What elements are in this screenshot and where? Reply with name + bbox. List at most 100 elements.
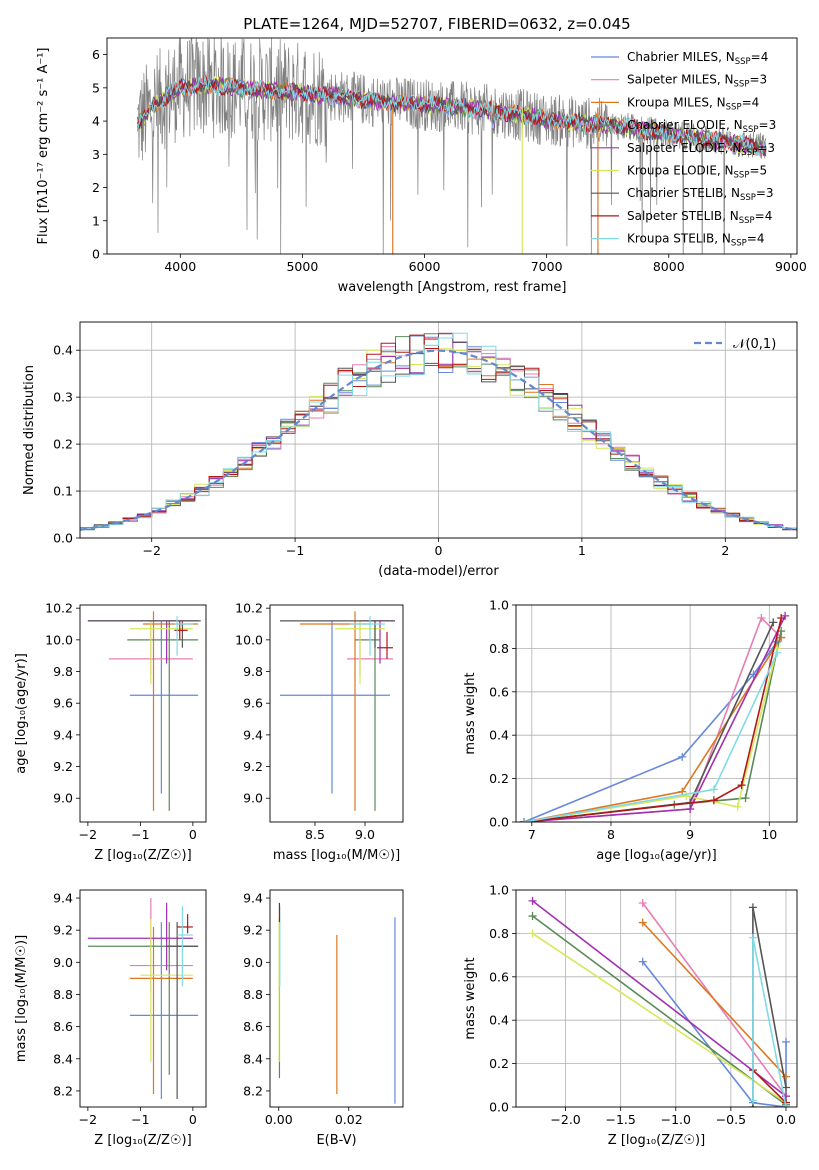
data-point-marker <box>638 918 647 927</box>
data-point-marker <box>773 648 782 657</box>
axes-residuals: −2 −1 0 1 2 0.0 0.1 0.2 0.3 0.4 (data-model)/error… <box>22 321 798 579</box>
data-point-marker <box>733 802 742 811</box>
y-tick-label: 6 <box>92 47 100 62</box>
y-tick-label: 8.8 <box>243 987 263 1002</box>
data-point-marker <box>781 1037 790 1046</box>
x-axis-label: Z [log₁₀(Z/Z☉)] <box>94 848 191 863</box>
x-tick-label: 4000 <box>164 259 196 274</box>
plot-area <box>519 611 790 822</box>
y-tick-label: 9.6 <box>243 696 263 711</box>
y-tick-label: 0.6 <box>489 969 509 984</box>
y-tick-label: 9.0 <box>53 955 73 970</box>
x-axis-label: (data-model)/error <box>378 564 499 579</box>
legend-count: =4 <box>751 50 769 64</box>
x-tick-label: −1 <box>286 543 304 558</box>
legend-subscript: SSP <box>740 193 756 203</box>
x-tick-label: 0.0 <box>776 1112 796 1127</box>
data-point-marker <box>781 1103 790 1107</box>
axes-frame <box>79 889 207 1108</box>
x-tick-label: 0.00 <box>265 1112 293 1127</box>
data-point-marker <box>709 785 718 794</box>
legend-subscript: SSP <box>734 171 750 181</box>
y-tick-label: 9.2 <box>243 759 263 774</box>
axes-age_vs_mass: 8.5 9.0 9.0 9.2 9.4 9.6 9.8 10.0 10.2 mass [log₁₀… <box>235 601 404 863</box>
data-series-2 <box>523 637 782 822</box>
axes-frame <box>79 604 207 823</box>
y-tick-label: 8.2 <box>243 1083 263 1098</box>
legend-label: Salpeter STELIB, NSSP=4 <box>627 209 772 226</box>
data-point-marker <box>748 933 757 942</box>
x-tick-label: 0.02 <box>335 1112 363 1127</box>
axes-mass_vs_ebv: 0.00 0.02 8.2 8.4 8.6 8.8 9.0 9.2 9.4 E(B-V) <box>243 889 404 1148</box>
y-tick-label: 0.4 <box>489 1013 509 1028</box>
axes-frame <box>79 321 798 539</box>
legend-count: =4 <box>755 209 773 223</box>
y-tick-label: 9.6 <box>53 696 73 711</box>
y-tick-label: 8.6 <box>243 1019 263 1034</box>
data-series-7 <box>523 617 782 822</box>
y-tick-label: 9.4 <box>243 727 263 742</box>
x-axis-label: wavelength [Angstrom, rest frame] <box>338 280 567 295</box>
legend-count: =3 <box>749 73 767 87</box>
data-point-marker <box>741 794 750 803</box>
y-tick-label: 9.0 <box>53 791 73 806</box>
axes-mass_vs_Z: −2 −1 0 8.2 8.4 8.6 8.8 9.0 9.2 9.4 Z [log₁₀(Z/Z☉)… <box>14 889 207 1148</box>
chart-legend: Chabrier MILES, NSSP=4 Salpeter MILES, NS… <box>591 50 776 249</box>
legend-count: =4 <box>742 95 760 109</box>
x-tick-label: 7 <box>528 827 536 842</box>
x-tick-label: 0 <box>189 827 197 842</box>
y-tick-label: 0.1 <box>53 484 73 499</box>
data-point-marker <box>682 791 691 800</box>
legend-subscript: SSP <box>735 57 751 67</box>
data-point-marker <box>528 912 537 921</box>
x-tick-label: 7000 <box>531 259 563 274</box>
plot-area <box>528 896 790 1107</box>
y-axis-label: Flux [fλ10⁻¹⁷ erg cm⁻² s⁻¹ A⁻¹] <box>36 48 51 245</box>
data-point-marker <box>528 929 537 938</box>
y-tick-label: 1.0 <box>489 598 509 613</box>
x-tick-label: 9 <box>686 827 694 842</box>
data-point-marker <box>777 614 786 623</box>
y-tick-label: 8.4 <box>53 1051 73 1066</box>
x-tick-label: 8.5 <box>305 827 325 842</box>
plot-area <box>87 611 201 811</box>
legend-count: =5 <box>749 164 767 178</box>
y-tick-label: 9.4 <box>53 891 73 906</box>
y-tick-label: 0.2 <box>53 437 73 452</box>
legend-subscript: SSP <box>741 148 757 158</box>
data-series-6 <box>523 622 775 822</box>
x-tick-label: 2 <box>721 543 729 558</box>
x-tick-label: −1 <box>131 827 149 842</box>
x-tick-label: 1 <box>578 543 586 558</box>
legend-count: =4 <box>747 232 765 246</box>
y-tick-label: 8.4 <box>243 1051 263 1066</box>
y-tick-label: 9.2 <box>53 923 73 938</box>
y-tick-label: 0.2 <box>489 1056 509 1071</box>
data-point-marker <box>638 899 647 908</box>
legend-subscript: SSP <box>743 125 759 135</box>
data-series-2 <box>642 921 787 1078</box>
y-tick-label: 5 <box>92 80 100 95</box>
y-axis-label: mass [log₁₀(M/M☉)] <box>14 935 29 1062</box>
y-tick-label: 9.8 <box>243 664 263 679</box>
x-tick-label: −1 <box>131 1112 149 1127</box>
data-point-marker <box>781 1083 790 1092</box>
y-axis-label: Normed distribution <box>22 365 37 495</box>
x-tick-label: 9.0 <box>355 827 375 842</box>
axes-age_vs_Z: −2 −1 0 9.0 9.2 9.4 9.6 9.8 10.0 10.2 Z [log₁₀(Z/Z… <box>14 601 207 863</box>
plot-area <box>87 898 199 1099</box>
data-series-3 <box>532 915 787 1106</box>
x-axis-label: Z [log₁₀(Z/Z☉)] <box>608 1133 705 1148</box>
x-tick-label: −2 <box>79 1112 97 1127</box>
legend-count: =3 <box>757 141 775 155</box>
data-histogram-8 <box>80 332 797 530</box>
data-series-6 <box>752 907 787 1107</box>
x-tick-label: −1.5 <box>606 1112 636 1127</box>
data-point-marker <box>528 896 537 905</box>
data-series-kroupa-stelib <box>137 75 767 157</box>
data-series-5 <box>523 648 778 822</box>
axes-mass_weight_vs_Z: −2.0 −1.5 −1.0 −0.5 0.0 0.0 0.2 0.4 0.6 0.8 1.0 Z [… <box>463 883 798 1148</box>
y-tick-label: 0.8 <box>489 926 509 941</box>
y-tick-label: 1 <box>92 213 100 228</box>
